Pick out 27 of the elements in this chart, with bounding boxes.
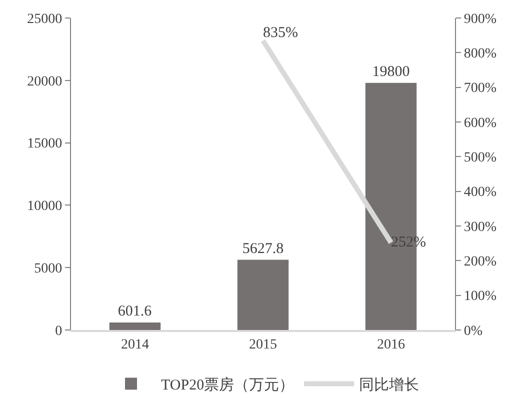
y-tick-label: 25000 (27, 12, 62, 27)
x-tick-label: 2015 (249, 338, 277, 353)
bar (109, 322, 161, 330)
data-label: 19800 (372, 64, 410, 80)
x-tick-label: 2014 (121, 338, 149, 353)
y-tick-label: 15000 (27, 136, 62, 152)
y2-tick-label: 600% (464, 116, 497, 131)
y2-tick-label: 300% (464, 220, 497, 235)
data-label: 601.6 (118, 303, 152, 320)
y2-tick-label: 700% (464, 81, 497, 96)
y-tick-label: 5000 (34, 262, 62, 276)
y2-tick-label: 800% (464, 46, 497, 62)
y2-tick-label: 100% (464, 289, 497, 304)
y2-tick-label: 0% (464, 324, 483, 339)
y-tick-label: 10000 (27, 199, 62, 214)
data-label: 5627.8 (242, 240, 284, 257)
y2-tick-label: 400% (464, 185, 497, 200)
y-tick-label: 0 (55, 324, 62, 339)
y-tick-label: 20000 (27, 74, 62, 90)
y2-tick-label: 200% (464, 254, 497, 270)
bar (237, 260, 289, 330)
data-label: 835% (263, 24, 298, 41)
legend-label: TOP20票房（万元） (161, 376, 294, 394)
legend-label: 同比增长 (359, 376, 420, 394)
y2-tick-label: 500% (464, 150, 497, 166)
y2-tick-label: 900% (464, 12, 497, 27)
x-tick-label: 2016 (377, 338, 405, 353)
